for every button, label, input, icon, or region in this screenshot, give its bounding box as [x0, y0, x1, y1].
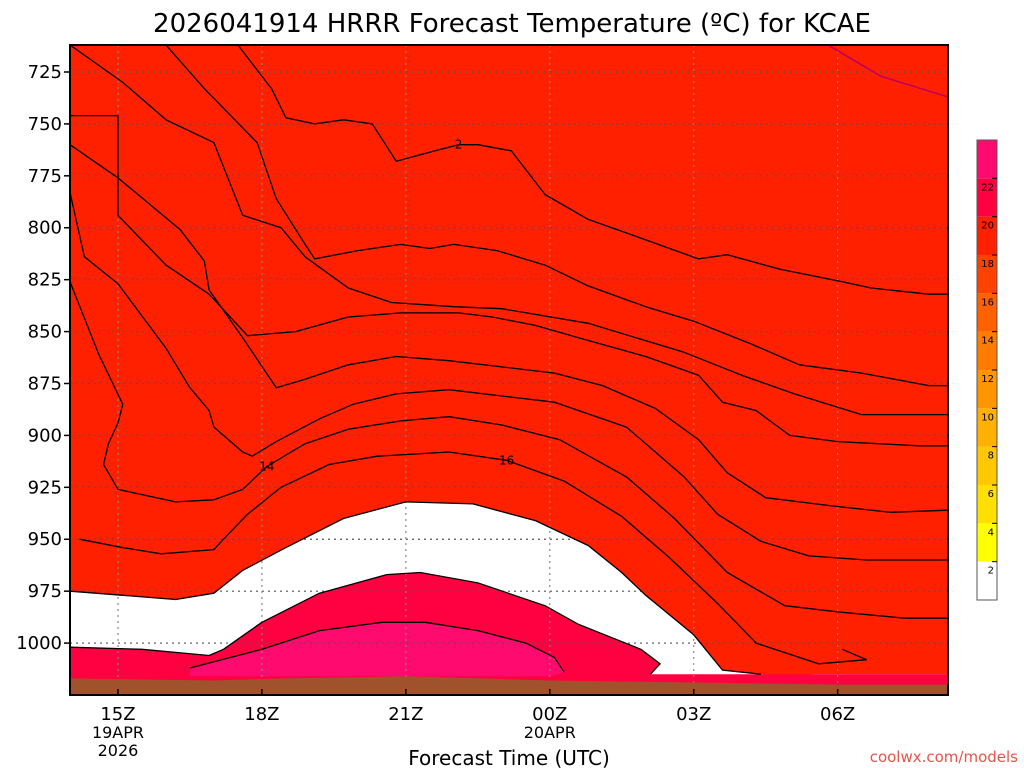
colorbar-label: 22 [981, 182, 994, 193]
x-tick-label: 18Z [244, 704, 279, 725]
colorbar-label: 12 [981, 374, 994, 385]
contour-label-16: 16 [499, 453, 514, 467]
terrain [70, 676, 948, 695]
grid-lines [70, 45, 948, 695]
colorbar-label: 8 [988, 451, 994, 462]
contour-lines [70, 45, 948, 675]
y-tick-label: 775 [28, 166, 62, 187]
y-tick-label: 925 [28, 477, 62, 498]
colorbar-swatch [977, 293, 997, 332]
colorbar-swatch [977, 485, 997, 524]
colorbar-swatch [977, 216, 997, 255]
contour-line-0 [827, 45, 948, 98]
x-tick-label: 03Z [676, 704, 711, 725]
colorbar-swatch [977, 178, 997, 217]
colorbar: 2 4 6 8 10 12 14 16 18 20 22 [976, 139, 998, 601]
terrain-fill [70, 676, 948, 695]
plot-area [70, 45, 948, 695]
contour-line-14 [70, 281, 948, 619]
contour-line-20 [70, 571, 661, 675]
y-tick-label: 900 [28, 425, 62, 446]
fill-region-18 [70, 45, 948, 677]
y-axis: 725 750 775 800 825 850 875 900 925 950 975 1000 [16, 62, 70, 654]
colorbar-swatch [977, 408, 997, 447]
contour-line-2 [237, 45, 948, 295]
colorbar-swatch [977, 446, 997, 485]
colorbar-swatch [977, 523, 997, 562]
contour-label-14: 14 [259, 460, 274, 474]
contour-line-8 [70, 114, 948, 447]
x-tick-sublabel: 20APR [524, 723, 576, 742]
contour-line-18 [70, 501, 761, 675]
x-tick-label: 15Z [100, 704, 135, 725]
x-tick-label: 06Z [820, 704, 855, 725]
contour-line-4 [165, 45, 948, 387]
contour-line-22 [189, 621, 565, 673]
colorbar-label: 16 [981, 297, 994, 308]
y-tick-label: 975 [28, 581, 62, 602]
temperature-fills [70, 45, 948, 695]
x-tick-label: 21Z [388, 704, 423, 725]
colorbar-label: 14 [981, 336, 994, 347]
contour-line-12 [70, 192, 948, 561]
contour-line-16 [79, 451, 868, 665]
y-tick-label: 825 [28, 270, 62, 291]
colorbar-label: 10 [981, 412, 994, 423]
contour-labels: 2 14 16 [259, 138, 514, 474]
contour-label-2: 2 [455, 138, 463, 152]
colorbar-label: 4 [988, 527, 994, 538]
colorbar-label: 6 [988, 489, 994, 500]
colorbar-swatch [977, 331, 997, 370]
x-tick-sublabel: 2026 [98, 741, 139, 760]
y-tick-label: 800 [28, 218, 62, 239]
colorbar-swatch [977, 140, 997, 179]
colorbar-swatch [977, 561, 997, 600]
x-tick-label: 00Z [532, 704, 567, 725]
y-tick-label: 950 [28, 529, 62, 550]
fill-region-22 [189, 622, 565, 677]
contour-line-6 [70, 45, 948, 416]
source-link[interactable]: coolwx.com/models [870, 748, 1018, 766]
plot-frame [69, 44, 949, 696]
y-tick-label: 725 [28, 62, 62, 83]
contour-line-10 [70, 144, 948, 513]
y-tick-label: 850 [28, 322, 62, 343]
y-tick-label: 875 [28, 373, 62, 394]
colorbar-label: 18 [981, 259, 994, 270]
colorbar-swatch [977, 255, 997, 294]
colorbar-label: 2 [988, 566, 994, 577]
x-tick-sublabel: 19APR [92, 723, 144, 742]
colorbar-label: 20 [981, 221, 994, 232]
y-tick-label: 750 [28, 114, 62, 135]
y-tick-label: 1000 [16, 633, 62, 654]
chart-title: 2026041914 HRRR Forecast Temperature (ºC… [153, 9, 871, 39]
colorbar-swatch [977, 370, 997, 409]
x-axis-title: Forecast Time (UTC) [408, 746, 610, 768]
